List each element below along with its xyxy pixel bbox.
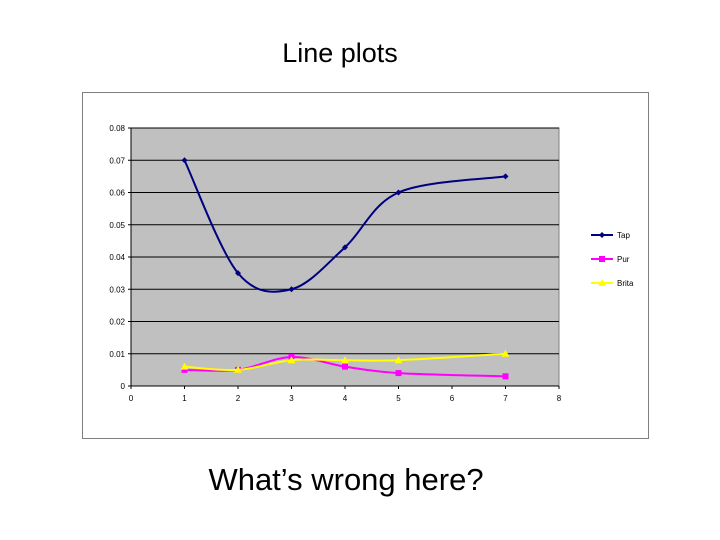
data-point-brita bbox=[501, 349, 510, 357]
data-point-pur bbox=[502, 373, 509, 380]
data-point-tap bbox=[235, 270, 241, 277]
data-point-pur bbox=[181, 366, 188, 373]
y-tick-label: 0.06 bbox=[109, 189, 125, 198]
slide-title: Line plots bbox=[282, 38, 398, 68]
data-point-brita bbox=[394, 356, 403, 364]
x-tick-label: 2 bbox=[236, 394, 241, 403]
chart-frame: 0.08 0.07 0.06 0.05 0.04 0.03 0.02 0.01 0 0 1 2 3 4 5 6… bbox=[82, 92, 649, 439]
legend-marker-pur bbox=[599, 256, 605, 262]
x-tick-label: 7 bbox=[503, 394, 508, 403]
legend-label-pur: Pur bbox=[617, 255, 630, 264]
x-tick-label: 3 bbox=[289, 394, 294, 403]
x-tick-label: 6 bbox=[450, 394, 455, 403]
data-point-tap bbox=[395, 189, 402, 196]
data-point-brita bbox=[287, 356, 296, 364]
line-chart: 0.08 0.07 0.06 0.05 0.04 0.03 0.02 0.01 00 1 2 3 4 5 6… bbox=[109, 124, 634, 403]
x-tick-label: 4 bbox=[343, 394, 348, 403]
y-tick-label: 0.03 bbox=[109, 285, 125, 294]
y-tick-label: 0.05 bbox=[109, 221, 125, 230]
data-point-tap bbox=[288, 286, 295, 293]
series-line-tap bbox=[183, 159, 506, 293]
legend-label-brita: Brita bbox=[617, 279, 634, 288]
data-point-tap bbox=[342, 244, 348, 251]
y-tick-label: 0.01 bbox=[109, 350, 125, 359]
x-tick-label: 1 bbox=[182, 394, 187, 403]
data-point-brita bbox=[341, 356, 349, 364]
y-tick-label: 0.08 bbox=[109, 124, 125, 133]
x-tick-label: 5 bbox=[396, 394, 401, 403]
y-tick-label: 0.04 bbox=[109, 253, 125, 262]
data-point-tap bbox=[502, 173, 509, 180]
y-tick-label: 0.07 bbox=[109, 156, 125, 165]
x-tick-label: 8 bbox=[557, 394, 562, 403]
bottom-question: What’s wrong here? bbox=[208, 462, 484, 497]
legend-marker-tap bbox=[599, 232, 605, 238]
x-tick-label: 0 bbox=[129, 394, 134, 403]
y-tick-label: 0.02 bbox=[109, 318, 125, 327]
data-point-brita bbox=[180, 362, 189, 370]
legend-marker-brita bbox=[598, 279, 606, 286]
data-point-pur bbox=[395, 370, 402, 377]
data-point-pur bbox=[342, 363, 348, 370]
data-point-tap bbox=[181, 157, 188, 164]
legend-label-tap: Tap bbox=[617, 231, 630, 240]
y-tick-label: 0 bbox=[121, 382, 126, 391]
data-point-brita bbox=[234, 365, 242, 373]
